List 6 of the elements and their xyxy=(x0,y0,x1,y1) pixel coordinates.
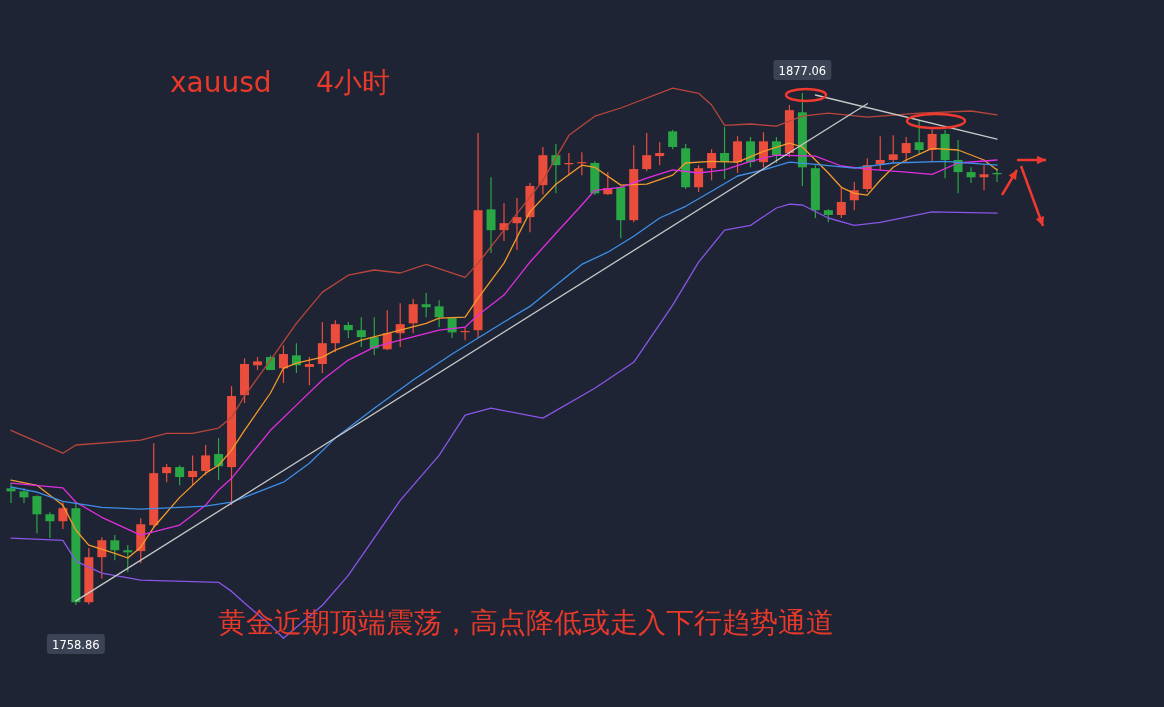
annotation: 1877.06 xyxy=(778,64,827,78)
chart-title: xauusd 4小时 xyxy=(170,66,390,99)
text: 黄金近期顶端震荡，高点降低或走入下行趋势通道 xyxy=(218,606,834,639)
price-label: 1758.86 xyxy=(46,634,105,654)
price-label: 1877.06 xyxy=(773,60,832,80)
annotation: 1758.86 xyxy=(52,638,100,652)
